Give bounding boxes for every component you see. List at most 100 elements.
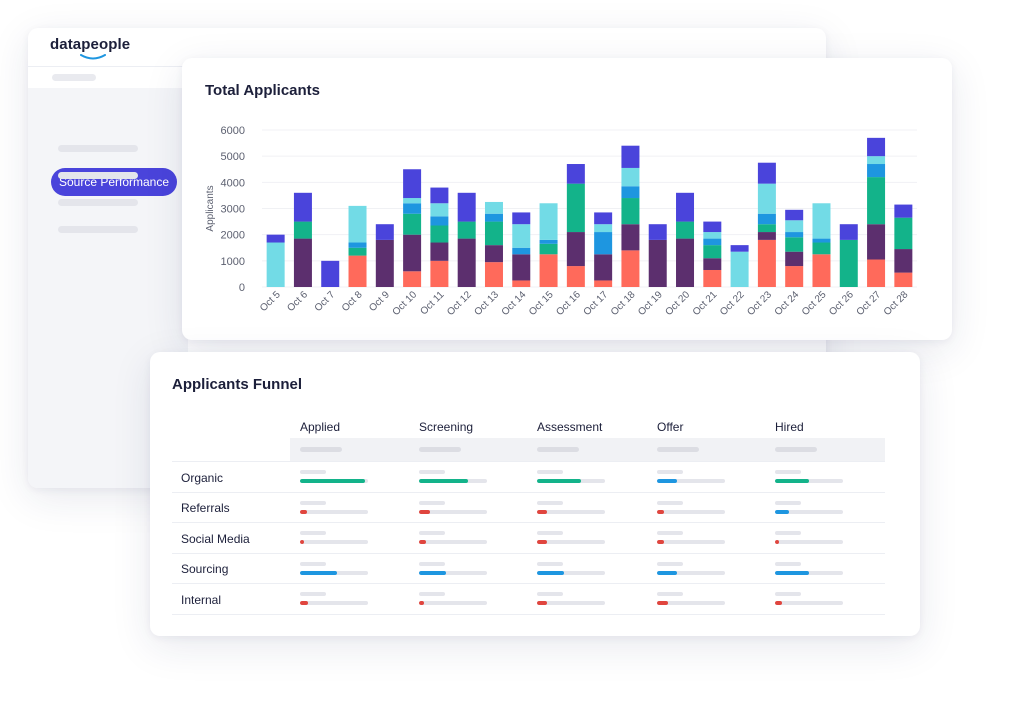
funnel-progress-bar[interactable] bbox=[537, 479, 605, 483]
bar-segment[interactable] bbox=[403, 169, 422, 199]
bar-segment[interactable] bbox=[812, 254, 831, 287]
bar-segment[interactable] bbox=[703, 245, 722, 259]
bar-segment[interactable] bbox=[621, 250, 640, 287]
bar-segment[interactable] bbox=[867, 156, 886, 165]
bar-segment[interactable] bbox=[484, 221, 503, 246]
bar-segment[interactable] bbox=[621, 145, 640, 168]
sidebar-item-placeholder[interactable] bbox=[58, 145, 138, 152]
bar-segment[interactable] bbox=[457, 192, 476, 222]
bar-segment[interactable] bbox=[539, 243, 558, 255]
funnel-progress-bar[interactable] bbox=[537, 571, 605, 575]
bar-segment[interactable] bbox=[293, 192, 312, 222]
bar-segment[interactable] bbox=[512, 247, 531, 255]
bar-segment[interactable] bbox=[757, 183, 776, 214]
bar-segment[interactable] bbox=[676, 221, 695, 239]
bar-segment[interactable] bbox=[730, 245, 749, 252]
bar-segment[interactable] bbox=[566, 232, 585, 267]
bar-segment[interactable] bbox=[621, 167, 640, 187]
bar-segment[interactable] bbox=[430, 242, 449, 261]
funnel-progress-bar[interactable] bbox=[537, 510, 605, 514]
bar-segment[interactable] bbox=[894, 272, 913, 287]
bar-segment[interactable] bbox=[348, 247, 367, 256]
bar-segment[interactable] bbox=[676, 192, 695, 222]
bar-segment[interactable] bbox=[539, 203, 558, 240]
funnel-progress-bar[interactable] bbox=[775, 479, 843, 483]
bar-segment[interactable] bbox=[757, 162, 776, 184]
bar-segment[interactable] bbox=[266, 242, 285, 287]
bar-segment[interactable] bbox=[785, 209, 804, 221]
funnel-progress-bar[interactable] bbox=[657, 510, 725, 514]
bar-segment[interactable] bbox=[757, 213, 776, 225]
bar-segment[interactable] bbox=[894, 217, 913, 250]
funnel-progress-bar[interactable] bbox=[300, 571, 368, 575]
bar-segment[interactable] bbox=[703, 269, 722, 287]
bar-segment[interactable] bbox=[348, 255, 367, 287]
funnel-progress-bar[interactable] bbox=[300, 540, 368, 544]
bar-segment[interactable] bbox=[703, 258, 722, 270]
sidebar-item-placeholder[interactable] bbox=[58, 199, 138, 206]
bar-segment[interactable] bbox=[566, 164, 585, 184]
bar-segment[interactable] bbox=[403, 203, 422, 214]
bar-segment[interactable] bbox=[648, 224, 667, 240]
bar-segment[interactable] bbox=[594, 224, 613, 233]
funnel-progress-bar[interactable] bbox=[657, 601, 725, 605]
bar-segment[interactable] bbox=[648, 239, 667, 287]
funnel-progress-bar[interactable] bbox=[775, 601, 843, 605]
funnel-progress-bar[interactable] bbox=[300, 479, 368, 483]
funnel-progress-bar[interactable] bbox=[419, 601, 487, 605]
sidebar-item-placeholder[interactable] bbox=[58, 172, 138, 179]
bar-segment[interactable] bbox=[785, 251, 804, 267]
bar-segment[interactable] bbox=[703, 238, 722, 246]
bar-segment[interactable] bbox=[621, 224, 640, 251]
bar-segment[interactable] bbox=[457, 221, 476, 239]
bar-segment[interactable] bbox=[321, 260, 340, 287]
bar-segment[interactable] bbox=[867, 177, 886, 225]
bar-segment[interactable] bbox=[403, 234, 422, 272]
funnel-progress-bar[interactable] bbox=[300, 601, 368, 605]
bar-segment[interactable] bbox=[839, 239, 858, 287]
bar-segment[interactable] bbox=[484, 245, 503, 263]
bar-segment[interactable] bbox=[430, 187, 449, 204]
bar-segment[interactable] bbox=[293, 221, 312, 239]
bar-segment[interactable] bbox=[430, 225, 449, 243]
bar-segment[interactable] bbox=[512, 254, 531, 281]
funnel-progress-bar[interactable] bbox=[775, 571, 843, 575]
bar-segment[interactable] bbox=[867, 137, 886, 157]
bar-segment[interactable] bbox=[403, 198, 422, 204]
bar-segment[interactable] bbox=[894, 204, 913, 218]
funnel-progress-bar[interactable] bbox=[537, 540, 605, 544]
funnel-progress-bar[interactable] bbox=[775, 510, 843, 514]
bar-segment[interactable] bbox=[348, 205, 367, 243]
bar-segment[interactable] bbox=[403, 271, 422, 287]
bar-segment[interactable] bbox=[839, 224, 858, 240]
bar-segment[interactable] bbox=[512, 224, 531, 248]
bar-segment[interactable] bbox=[484, 262, 503, 287]
bar-segment[interactable] bbox=[785, 266, 804, 287]
bar-segment[interactable] bbox=[894, 249, 913, 273]
funnel-progress-bar[interactable] bbox=[419, 571, 487, 575]
bar-segment[interactable] bbox=[785, 220, 804, 233]
bar-segment[interactable] bbox=[348, 242, 367, 248]
bar-segment[interactable] bbox=[812, 238, 831, 243]
bar-segment[interactable] bbox=[594, 254, 613, 281]
bar-segment[interactable] bbox=[403, 213, 422, 235]
bar-segment[interactable] bbox=[812, 242, 831, 255]
bar-segment[interactable] bbox=[594, 212, 613, 225]
funnel-progress-bar[interactable] bbox=[657, 540, 725, 544]
funnel-progress-bar[interactable] bbox=[775, 540, 843, 544]
bar-segment[interactable] bbox=[430, 260, 449, 287]
bar-segment[interactable] bbox=[430, 203, 449, 217]
bar-segment[interactable] bbox=[594, 280, 613, 287]
funnel-progress-bar[interactable] bbox=[657, 479, 725, 483]
sidebar-item-placeholder[interactable] bbox=[58, 226, 138, 233]
bar-segment[interactable] bbox=[676, 238, 695, 287]
bar-segment[interactable] bbox=[293, 238, 312, 287]
bar-segment[interactable] bbox=[512, 280, 531, 287]
datapeople-logo[interactable]: datapeople bbox=[50, 36, 131, 53]
bar-segment[interactable] bbox=[621, 186, 640, 199]
bar-segment[interactable] bbox=[703, 221, 722, 233]
bar-segment[interactable] bbox=[566, 183, 585, 233]
bar-segment[interactable] bbox=[484, 213, 503, 222]
bar-segment[interactable] bbox=[566, 266, 585, 287]
bar-segment[interactable] bbox=[812, 203, 831, 239]
